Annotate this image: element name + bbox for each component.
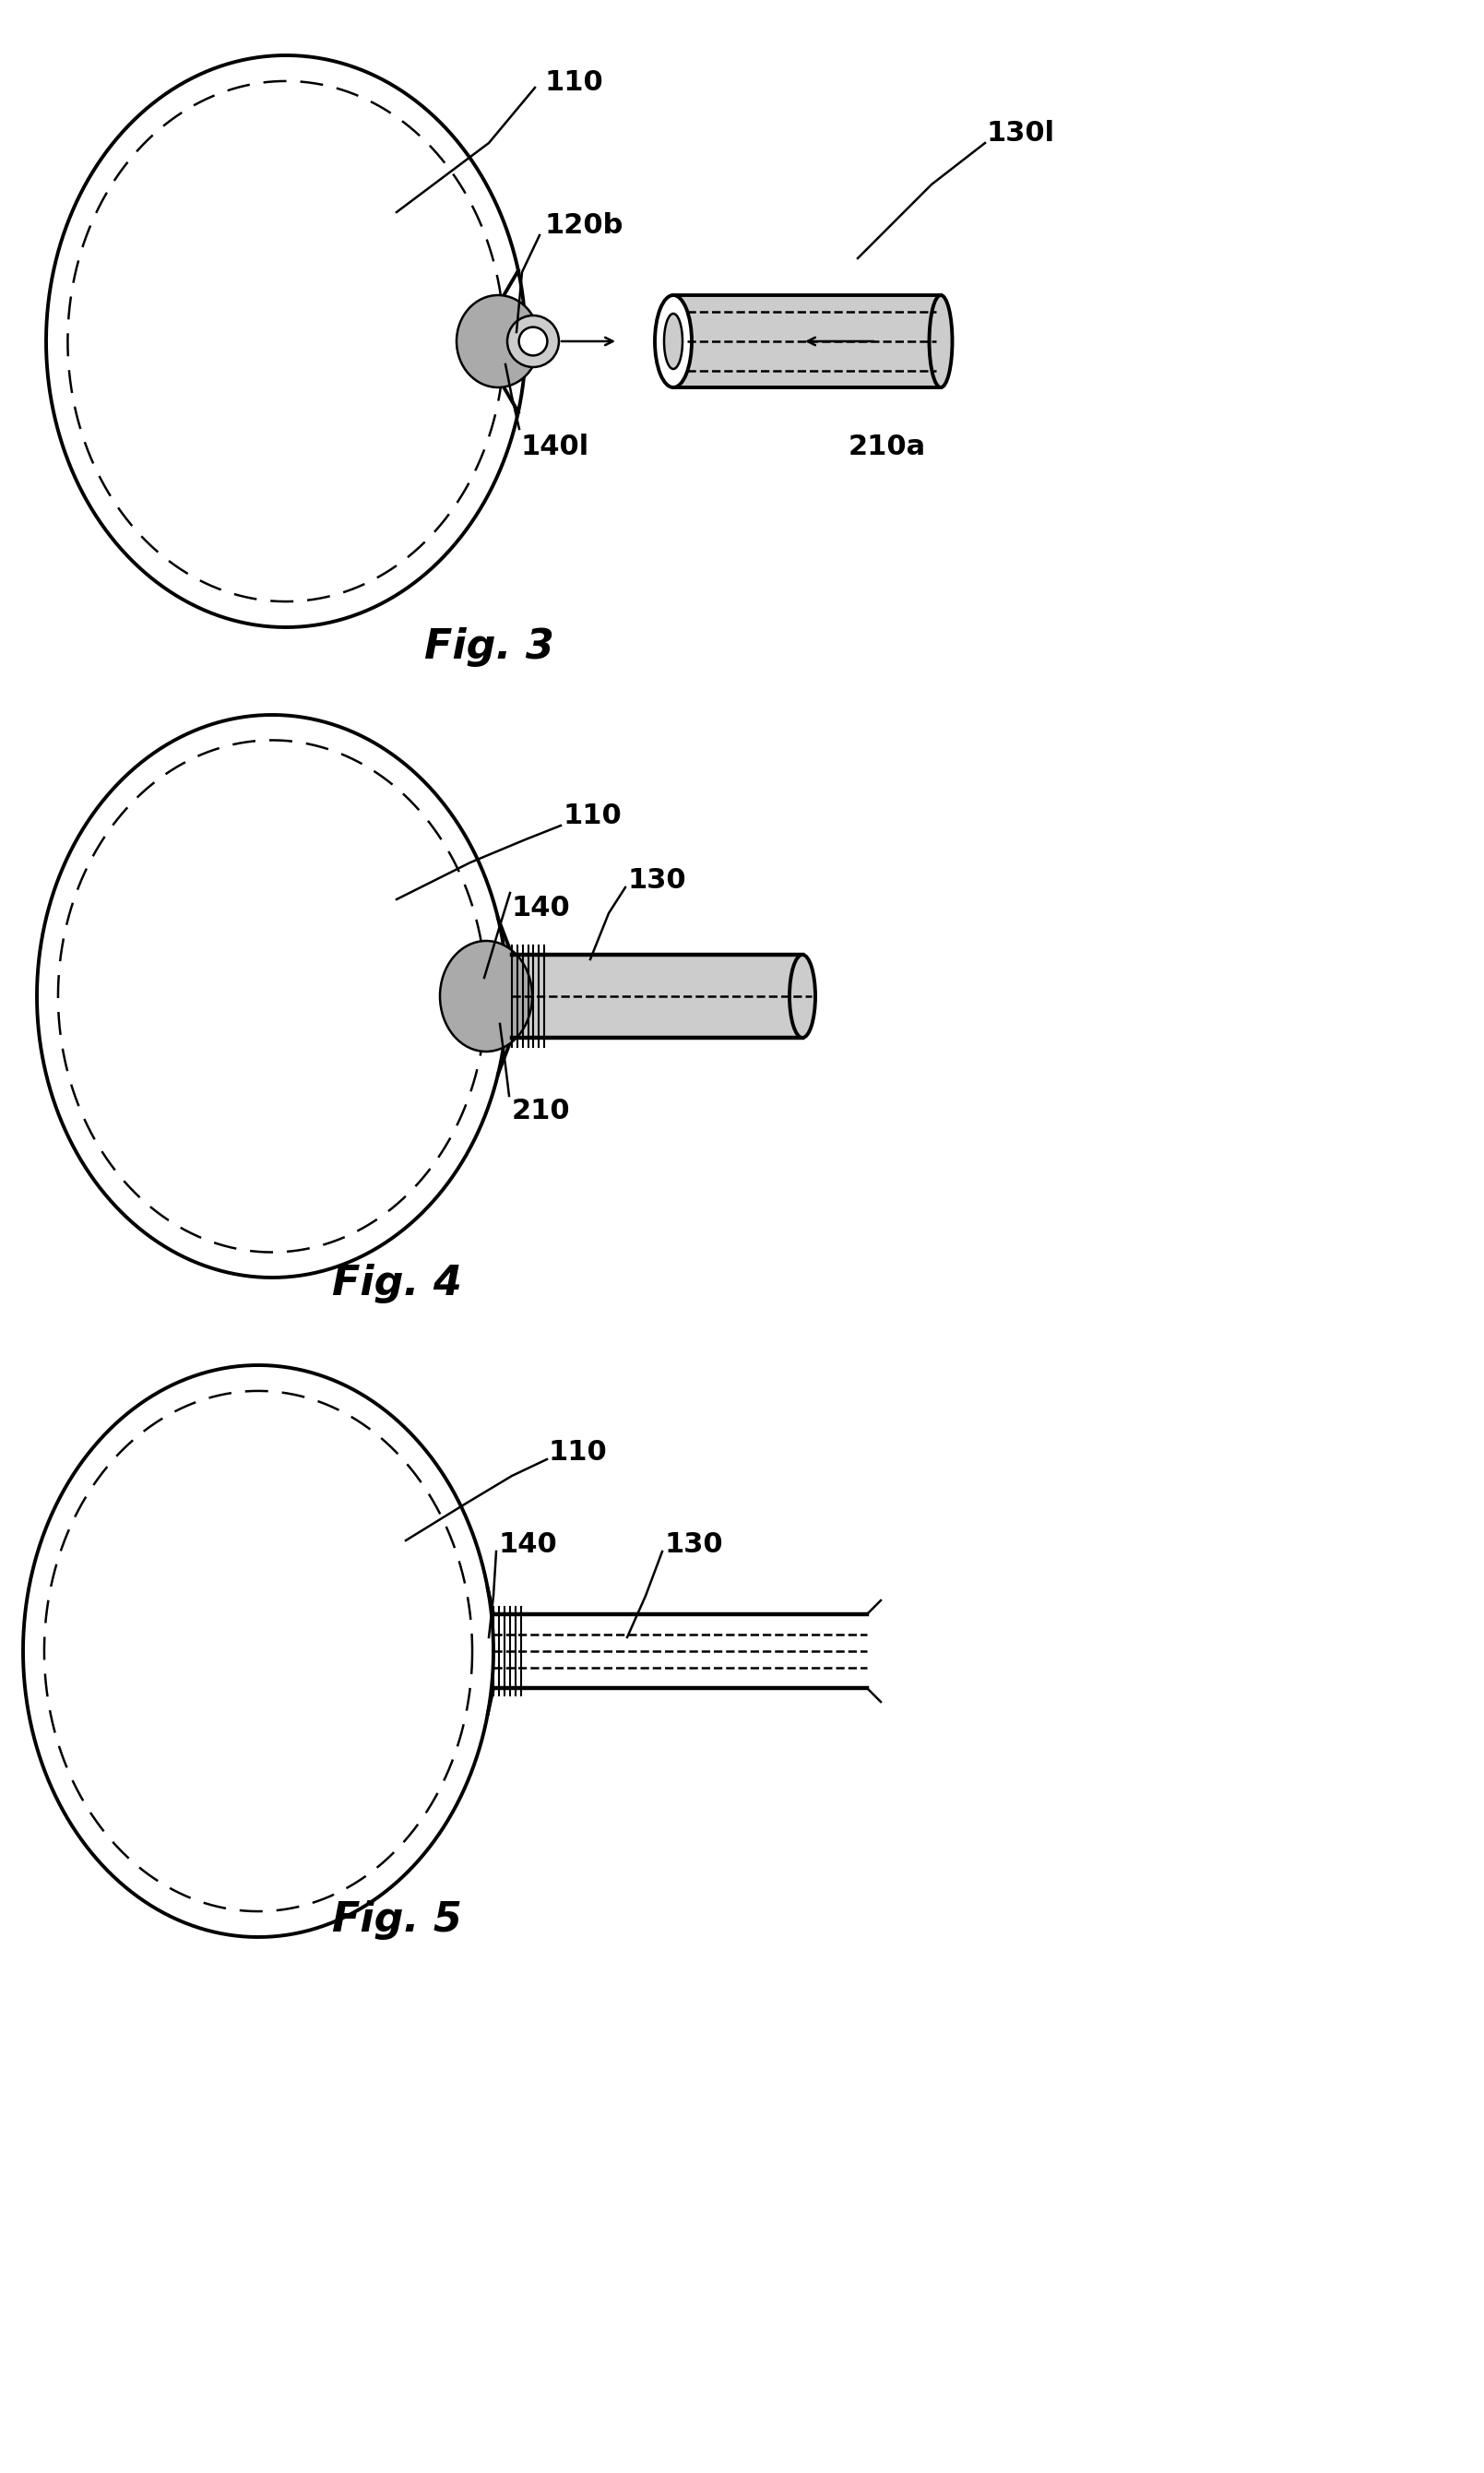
- Text: 130l: 130l: [987, 119, 1055, 146]
- Bar: [512, 955, 803, 1039]
- Text: Fig. 5: Fig. 5: [331, 1899, 462, 1939]
- Text: 140: 140: [512, 895, 571, 922]
- Ellipse shape: [654, 294, 692, 388]
- Text: 110: 110: [545, 69, 603, 96]
- Text: 110: 110: [562, 804, 622, 828]
- Text: 210a: 210a: [849, 433, 926, 460]
- Text: 120b: 120b: [545, 213, 623, 240]
- Ellipse shape: [929, 294, 953, 388]
- Bar: [674, 294, 941, 388]
- Text: 130: 130: [628, 868, 686, 893]
- Text: 130: 130: [663, 1531, 723, 1558]
- Text: Fig. 3: Fig. 3: [424, 628, 554, 668]
- Text: Fig. 4: Fig. 4: [331, 1264, 462, 1303]
- Ellipse shape: [457, 294, 540, 388]
- Ellipse shape: [519, 326, 548, 356]
- Text: 210: 210: [512, 1098, 570, 1125]
- Text: 140: 140: [499, 1531, 556, 1558]
- Ellipse shape: [663, 314, 683, 368]
- Ellipse shape: [789, 955, 815, 1039]
- Text: 140l: 140l: [521, 433, 589, 460]
- Ellipse shape: [439, 940, 533, 1051]
- Ellipse shape: [508, 317, 559, 366]
- Text: 110: 110: [549, 1439, 607, 1466]
